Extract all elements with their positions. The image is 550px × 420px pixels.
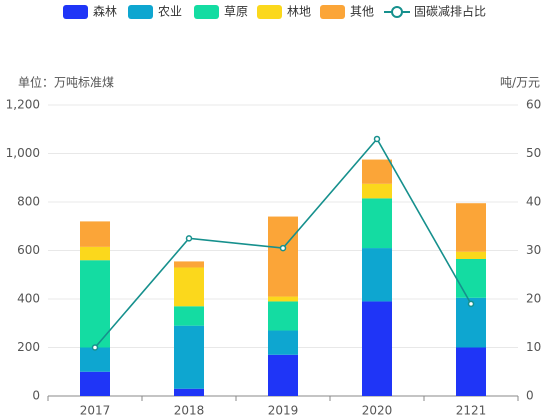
bar-segment bbox=[456, 251, 486, 259]
bar-segment bbox=[456, 258, 486, 298]
bar-segment bbox=[174, 325, 204, 389]
legend-marker bbox=[391, 6, 403, 18]
y2-tick-label: 40 bbox=[526, 195, 541, 209]
x-tick-label: 2121 bbox=[456, 404, 487, 418]
bar-segment bbox=[80, 260, 110, 348]
line-point bbox=[91, 344, 99, 351]
y2-tick-label: 10 bbox=[526, 340, 541, 354]
bar-segment bbox=[80, 246, 110, 261]
legend-swatch bbox=[128, 5, 153, 19]
bar-segment bbox=[456, 203, 486, 252]
line-point bbox=[279, 244, 287, 252]
legend-label: 固碳减排占比 bbox=[414, 4, 486, 19]
y-tick-label: 0 bbox=[32, 389, 40, 403]
line-point bbox=[467, 300, 475, 308]
bar-segment bbox=[362, 198, 392, 249]
y-tick-label: 400 bbox=[17, 292, 40, 306]
y-tick-label: 200 bbox=[17, 340, 40, 354]
bar-segment bbox=[80, 371, 110, 396]
y-axis-label: 单位：万吨标准煤 bbox=[18, 75, 114, 90]
y-tick-label: 1,200 bbox=[6, 98, 40, 112]
bar-segment bbox=[174, 267, 204, 307]
legend-label: 草原 bbox=[224, 5, 248, 19]
bar-segment bbox=[174, 388, 204, 396]
y2-tick-label: 20 bbox=[526, 292, 541, 306]
line-point bbox=[373, 135, 381, 143]
x-tick-label: 2020 bbox=[362, 404, 393, 418]
y-tick-label: 800 bbox=[17, 195, 40, 209]
legend-label: 林地 bbox=[287, 5, 311, 19]
legend-swatch bbox=[63, 5, 88, 19]
bar-segment bbox=[268, 216, 298, 297]
y2-axis-label: 吨/万元 bbox=[500, 76, 540, 90]
bar-segment bbox=[362, 159, 392, 184]
bar-segment bbox=[174, 261, 204, 268]
legend-swatch bbox=[194, 5, 219, 19]
bar-segment bbox=[80, 347, 110, 372]
x-tick-label: 2019 bbox=[268, 404, 299, 418]
bar-segment bbox=[268, 296, 298, 302]
bar-segment bbox=[80, 221, 110, 247]
bar-segment bbox=[174, 306, 204, 326]
legend-swatch bbox=[257, 5, 282, 19]
bar-segment bbox=[362, 183, 392, 199]
y-tick-label: 600 bbox=[17, 243, 40, 257]
legend-label: 其他 bbox=[350, 5, 374, 19]
y-tick-label: 1,000 bbox=[6, 146, 40, 160]
bar-segment bbox=[268, 354, 298, 396]
y2-tick-label: 30 bbox=[526, 243, 541, 257]
legend-label: 森林 bbox=[93, 4, 117, 19]
x-tick-label: 2017 bbox=[80, 404, 111, 418]
bar-segment bbox=[268, 301, 298, 331]
x-tick-label: 2018 bbox=[174, 404, 205, 418]
bar-segment bbox=[362, 301, 392, 396]
bar-segment bbox=[268, 330, 298, 355]
legend-label: 农业 bbox=[158, 5, 182, 19]
bar-segment bbox=[362, 248, 392, 302]
line-point bbox=[185, 235, 193, 242]
y2-tick-label: 60 bbox=[526, 98, 541, 112]
bar-segment bbox=[456, 347, 486, 396]
legend-swatch bbox=[320, 5, 345, 19]
y2-tick-label: 0 bbox=[526, 389, 534, 403]
y2-tick-label: 50 bbox=[526, 146, 541, 160]
